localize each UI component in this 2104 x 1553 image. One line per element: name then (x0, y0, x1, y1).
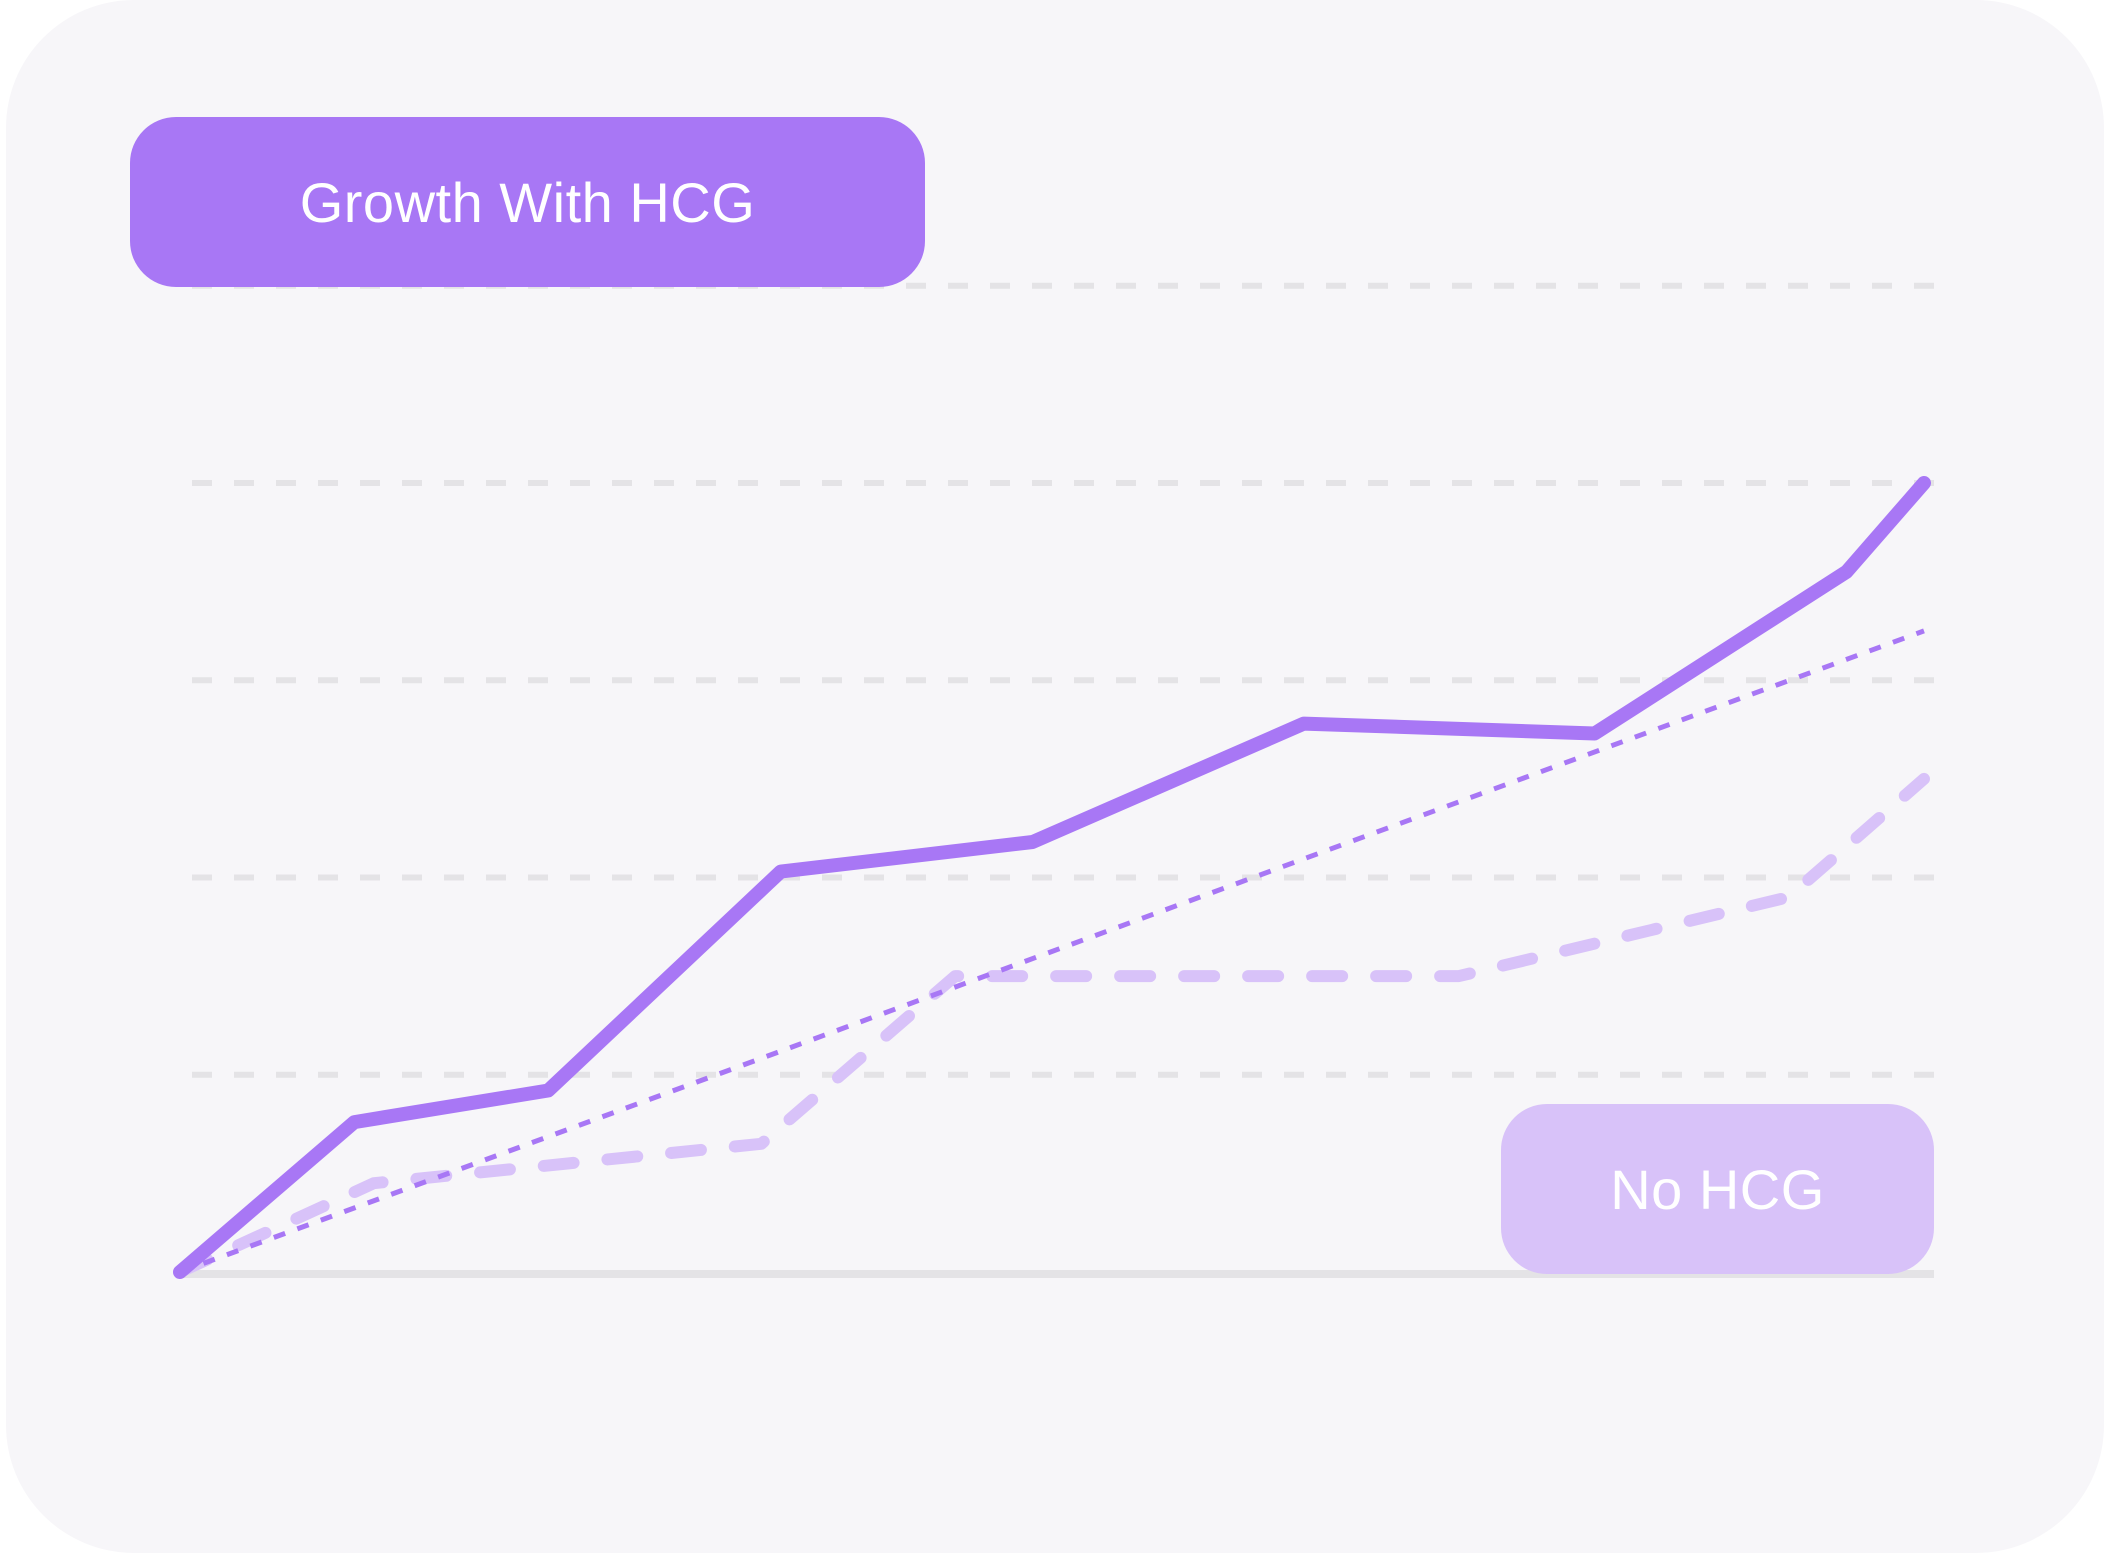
series-layer (173, 476, 1931, 1279)
series-label-no-hcg: No HCG (1501, 1104, 1934, 1274)
series-label-growth-with-hcg: Growth With HCG (130, 117, 925, 287)
series-line-growth-with-hcg (173, 476, 1931, 1279)
series-label-no-hcg-text: No HCG (1610, 1157, 1825, 1221)
series-label-growth-with-hcg-text: Growth With HCG (299, 170, 756, 234)
series-line-no-hcg (174, 772, 1930, 1278)
series-line-trend (179, 628, 1925, 1275)
